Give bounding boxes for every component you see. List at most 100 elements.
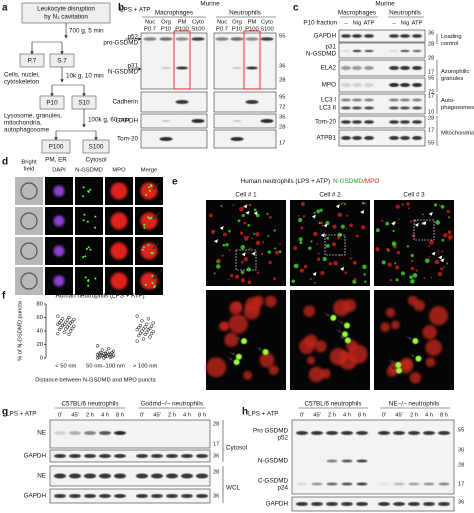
zoom-granule xyxy=(228,314,248,334)
zoom-granule xyxy=(398,359,413,374)
label: S100 xyxy=(89,144,104,151)
band xyxy=(166,454,178,458)
micrograph xyxy=(75,267,103,295)
band xyxy=(400,66,410,70)
arrowhead xyxy=(428,211,433,216)
puncta xyxy=(143,223,146,226)
band xyxy=(378,482,390,486)
band xyxy=(84,454,96,458)
arrow xyxy=(337,320,344,324)
micrograph xyxy=(45,267,73,295)
label: 28 xyxy=(213,421,219,427)
dot xyxy=(146,317,151,321)
granule xyxy=(391,241,397,247)
granules xyxy=(110,182,128,200)
band xyxy=(364,120,374,124)
dot xyxy=(67,332,71,337)
band xyxy=(389,34,399,38)
granule xyxy=(302,215,306,218)
granule xyxy=(437,250,440,252)
label: GAPDH xyxy=(24,493,47,500)
label: S100 xyxy=(260,27,274,33)
arrowhead xyxy=(214,239,219,244)
band xyxy=(352,106,362,110)
granule xyxy=(346,214,349,217)
granule xyxy=(448,234,453,240)
granule xyxy=(240,245,246,250)
band xyxy=(296,431,308,435)
micrograph xyxy=(135,177,163,205)
image-bg xyxy=(75,237,103,265)
puncta xyxy=(89,188,92,191)
arrowhead xyxy=(251,251,256,256)
y-tick-label: 0 xyxy=(40,356,43,362)
label: LC3 II xyxy=(319,105,336,112)
granule xyxy=(412,273,418,278)
label: 2 h xyxy=(410,413,418,419)
image-bg xyxy=(15,177,43,205)
puncta xyxy=(89,248,92,251)
band xyxy=(311,431,323,435)
band xyxy=(136,473,148,479)
micrograph xyxy=(75,177,103,205)
granule xyxy=(262,241,265,244)
band xyxy=(423,482,435,486)
label: 55 xyxy=(458,427,464,433)
granule xyxy=(217,259,221,263)
dot xyxy=(140,329,144,333)
band xyxy=(352,34,362,38)
label: 17 xyxy=(428,93,434,99)
label: Auto- xyxy=(441,98,455,104)
micrograph xyxy=(45,177,73,205)
band xyxy=(196,494,208,498)
arrow xyxy=(335,329,342,333)
band xyxy=(159,137,173,141)
zoom-puncta xyxy=(395,361,402,368)
micrograph xyxy=(105,267,133,295)
granule xyxy=(255,240,261,246)
label: p52 xyxy=(127,34,138,41)
dot xyxy=(95,352,100,357)
granule xyxy=(375,228,380,233)
label: 0' xyxy=(58,413,62,419)
band xyxy=(352,98,362,102)
panel-letter: d xyxy=(2,157,8,168)
granule xyxy=(395,278,399,282)
granule xyxy=(234,274,239,279)
label: autophagosome xyxy=(4,127,50,134)
label: Tom-20 xyxy=(315,119,336,126)
arrowhead xyxy=(438,255,443,260)
band xyxy=(181,454,193,458)
granule xyxy=(443,233,448,238)
granule xyxy=(260,252,264,256)
label: ATP xyxy=(412,21,423,27)
granule xyxy=(415,269,418,272)
granule xyxy=(439,204,441,207)
puncta xyxy=(142,246,145,249)
band xyxy=(408,482,420,486)
granule xyxy=(291,279,296,284)
granule xyxy=(320,221,324,225)
band xyxy=(412,120,422,124)
zoom-puncta xyxy=(344,337,351,344)
label: 0' xyxy=(382,413,386,419)
dot xyxy=(110,355,114,359)
label: Org xyxy=(232,20,242,26)
dot xyxy=(65,318,70,322)
nucleus xyxy=(53,185,65,197)
puncta xyxy=(147,216,150,219)
label: P100 xyxy=(175,27,189,33)
label: ELA2 xyxy=(321,65,337,72)
granule xyxy=(409,220,413,223)
zoom-puncta xyxy=(341,331,348,338)
band xyxy=(175,100,189,104)
puncta xyxy=(153,285,156,288)
panel-letter: f xyxy=(2,291,6,302)
label: N-GSDMD xyxy=(75,168,103,174)
label: 0' xyxy=(300,413,304,419)
granule xyxy=(375,247,380,252)
label: 2 h xyxy=(86,413,94,419)
zoom-box xyxy=(235,249,257,271)
granule xyxy=(434,259,440,265)
label: 45' xyxy=(153,413,161,419)
